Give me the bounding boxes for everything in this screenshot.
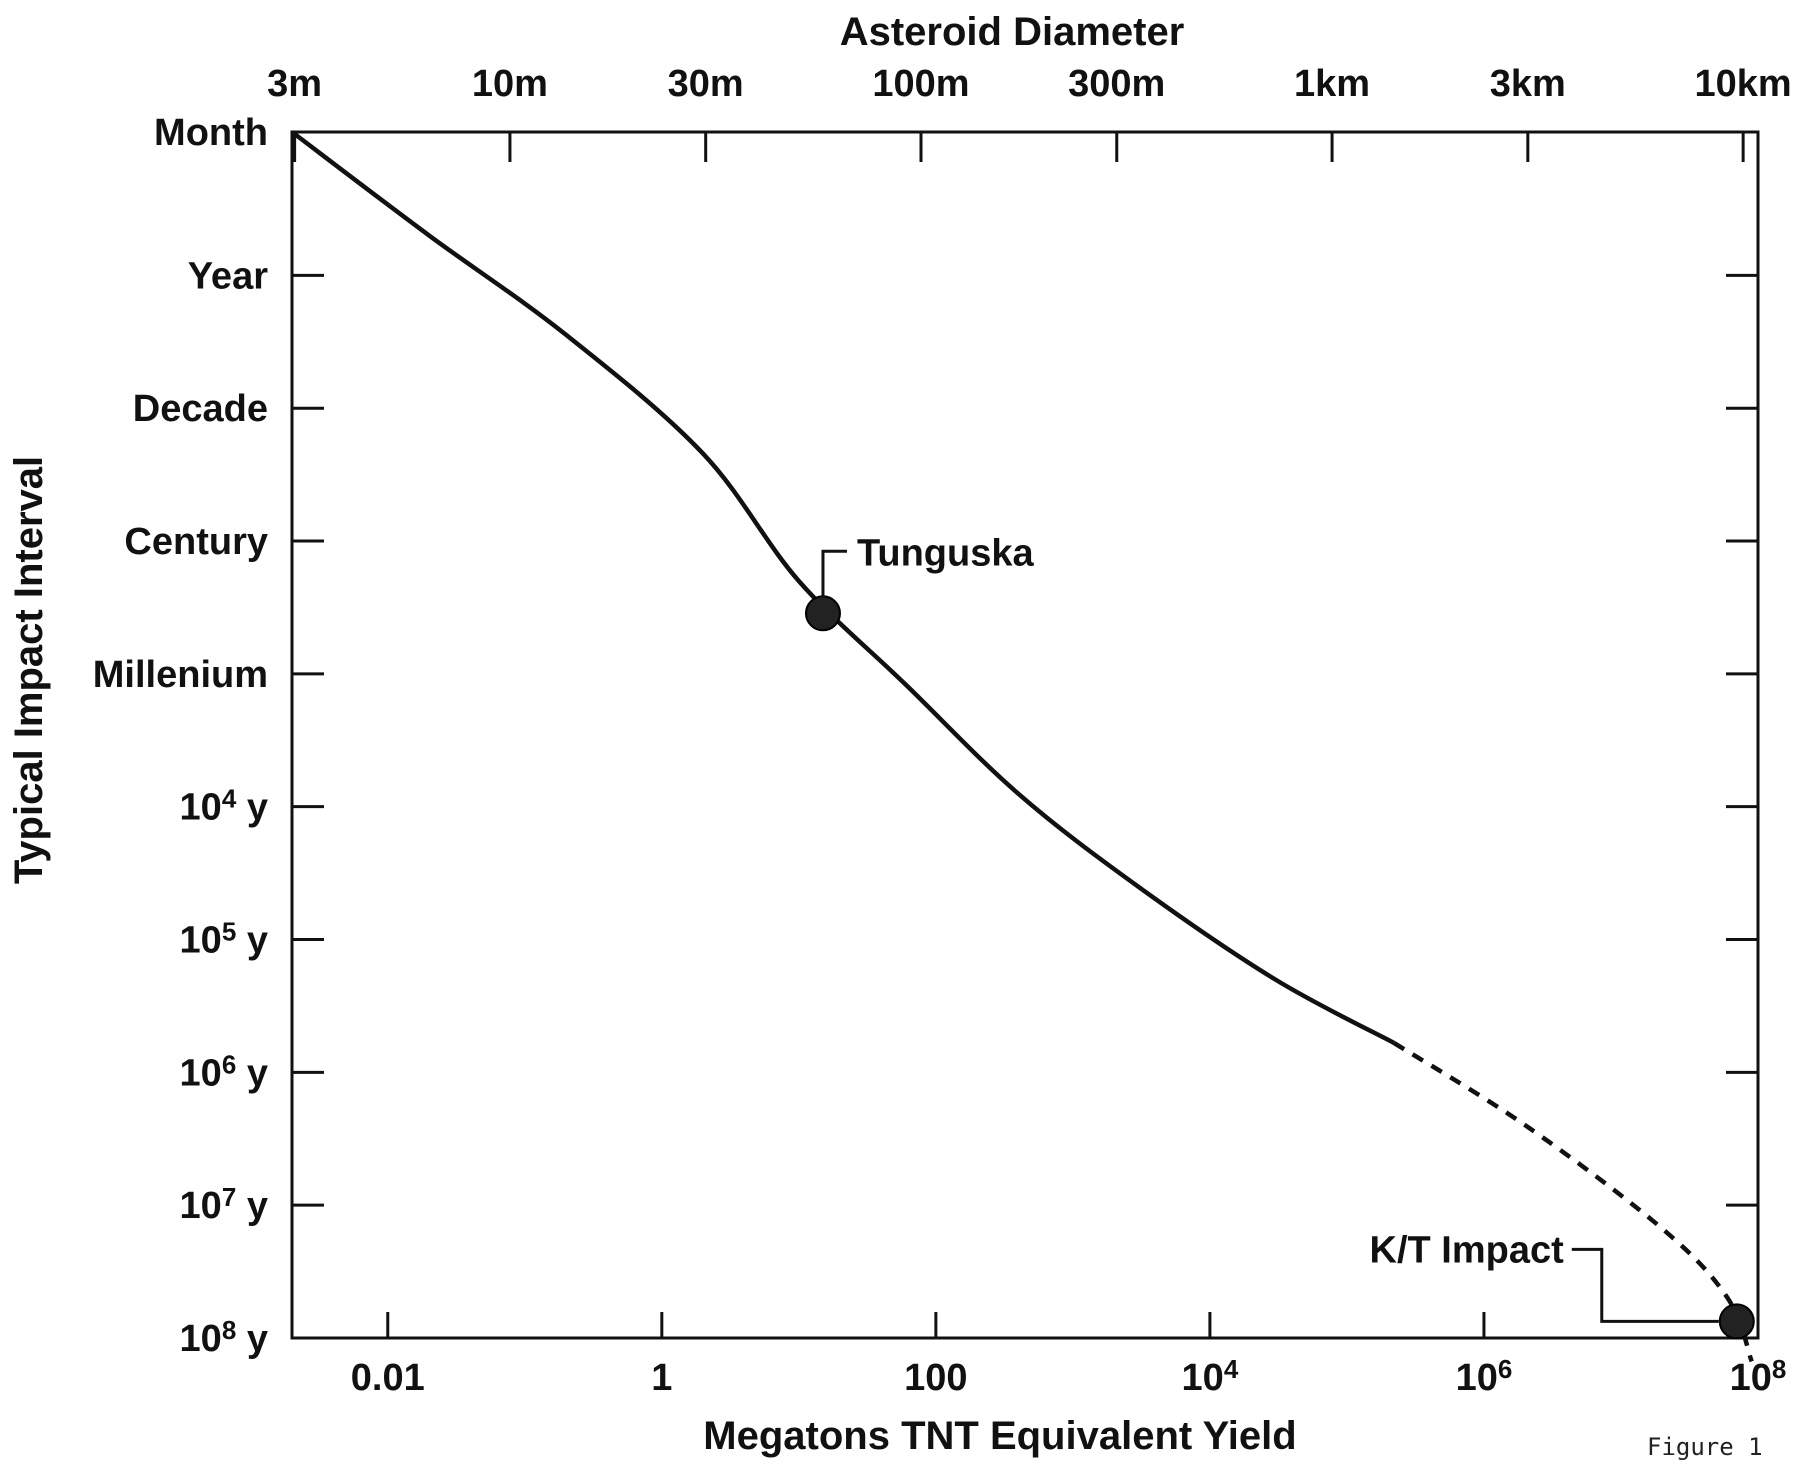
top-tick-label: 10m [472,63,548,105]
figure-note: Figure 1 [1647,1433,1763,1460]
x-tick-label: 108 [1730,1354,1787,1399]
top-axis-title: Asteroid Diameter [840,10,1185,54]
x-tick-label: 100 [904,1357,967,1399]
data-series [290,130,1754,1363]
plot-border [290,130,1760,1340]
y-tick-label: 104 y [180,784,268,829]
y-tick-label: Century [124,521,268,563]
x-tick-label: 0.01 [351,1357,425,1399]
y-tick-label: Year [188,255,269,297]
kt-impact-label: K/T Impact [1370,1229,1565,1271]
y-axis-title: Typical Impact Interval [7,456,51,884]
y-tick-label: 108 y [180,1315,268,1360]
y-tick-label: Millenium [93,654,268,696]
kt-impact-marker [1718,1303,1755,1340]
y-tick-label: 106 y [180,1049,268,1094]
axis-ticks [292,130,1760,1340]
annotations: Tunguska K/T Impact [804,532,1755,1340]
tunguska-label: Tunguska [857,532,1035,574]
x-tick-label: 106 [1456,1354,1513,1399]
tunguska-leader [821,549,847,598]
tunguska-marker [804,595,841,632]
top-tick-label: 3m [267,63,322,105]
x-tick-label: 1 [651,1357,672,1399]
top-tick-label: 1km [1294,63,1370,105]
y-tick-label: Month [154,112,268,154]
top-tick-label: 30m [668,63,744,105]
top-tick-label: 100m [872,63,969,105]
top-tick-label: 3km [1490,63,1566,105]
x-axis-title: Megatons TNT Equivalent Yield [703,1414,1296,1458]
y-tick-label: 107 y [180,1182,268,1227]
tick-labels: 0.01 1 100 104 106 108 3m 10m 30m 100m 300m 1km 3km 1… [93,63,1792,1399]
y-tick-label: 105 y [180,917,268,962]
kt-impact-leader [1571,1247,1719,1323]
top-tick-label: 10km [1695,63,1792,105]
x-tick-label: 104 [1182,1354,1239,1399]
top-tick-label: 300m [1068,63,1165,105]
y-tick-label: Decade [133,388,268,430]
plot-frame [290,130,1760,1340]
extrapolated-curve [1392,1040,1754,1363]
impact-curve [290,130,1395,1045]
